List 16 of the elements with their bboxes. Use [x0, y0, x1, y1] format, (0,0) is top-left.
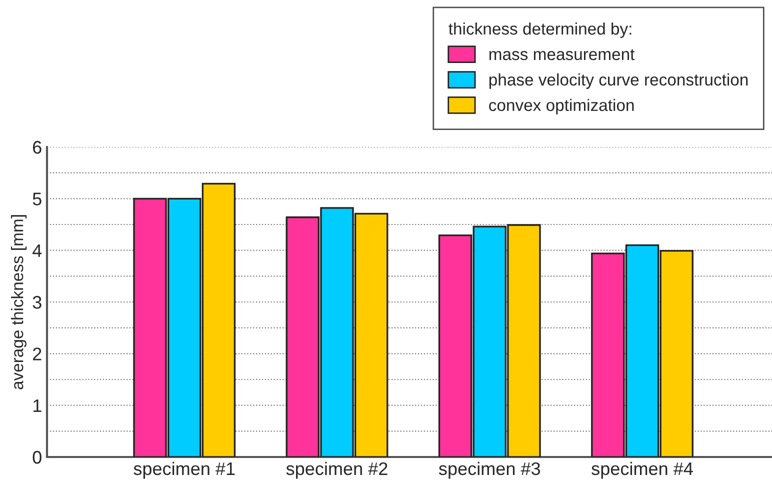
x-tick-label: specimen #3 — [438, 462, 540, 479]
legend-label: mass measurement — [489, 49, 635, 60]
y-axis-title: average thickness [mm] — [11, 215, 27, 390]
y-tick-label: 5 — [32, 192, 42, 206]
y-tick-label: 1 — [33, 399, 42, 412]
y-tick-label: 6 — [33, 140, 42, 154]
legend-label: convex optimization — [489, 98, 634, 114]
x-tick-label: specimen #1 — [134, 462, 235, 479]
legend-title: thickness determined by: — [448, 22, 632, 38]
y-tick-label: 4 — [32, 244, 42, 257]
y-tick-label: 0 — [32, 450, 42, 464]
x-tick-label: specimen #2 — [286, 462, 388, 479]
legend-label: phase velocity curve reconstruction — [489, 73, 748, 89]
y-tick-label: 3 — [32, 296, 42, 309]
x-tick-label: specimen #4 — [592, 462, 693, 479]
y-tick-label: 2 — [33, 348, 42, 360]
